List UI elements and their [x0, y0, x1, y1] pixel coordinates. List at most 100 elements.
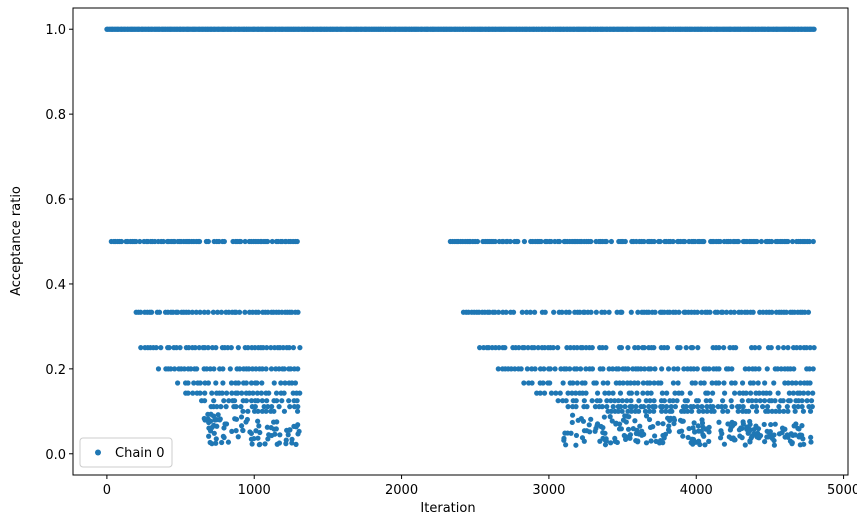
data-point: [588, 416, 594, 422]
data-point: [153, 345, 159, 351]
data-point: [574, 380, 580, 386]
data-point: [698, 428, 704, 434]
data-point: [714, 309, 721, 315]
data-point: [651, 345, 657, 351]
data-point: [264, 238, 271, 245]
data-point: [221, 238, 227, 245]
data-point: [704, 404, 710, 410]
legend-box: [79, 437, 173, 468]
data-point: [615, 408, 621, 414]
data-point: [278, 380, 284, 386]
data-point: [256, 423, 262, 429]
data-point: [477, 345, 483, 351]
data-point: [214, 423, 220, 429]
data-point: [769, 408, 775, 414]
data-point: [735, 238, 742, 245]
data-point: [252, 404, 258, 410]
data-point: [720, 309, 726, 315]
data-point: [542, 309, 548, 315]
data-point: [622, 404, 628, 410]
data-point: [699, 420, 706, 426]
data-point: [276, 440, 283, 446]
data-point: [573, 398, 579, 404]
data-point: [801, 390, 807, 396]
data-point: [273, 390, 280, 396]
data-point: [764, 404, 771, 410]
data-point: [553, 390, 559, 396]
data-point: [597, 438, 603, 444]
data-point: [608, 408, 614, 414]
data-point: [551, 309, 557, 315]
data-point: [612, 398, 618, 404]
data-point: [664, 345, 671, 351]
data-point: [206, 433, 212, 439]
data-point: [222, 421, 228, 427]
data-point: [239, 390, 245, 396]
data-point: [274, 398, 280, 404]
data-point: [729, 404, 735, 410]
data-point: [593, 309, 599, 315]
data-point: [675, 380, 681, 386]
data-point: [665, 415, 671, 421]
data-point: [766, 430, 772, 436]
data-point: [295, 404, 301, 410]
data-point: [569, 412, 576, 418]
data-point: [701, 433, 707, 439]
data-point: [255, 309, 261, 315]
data-point: [660, 421, 666, 427]
data-point: [618, 345, 625, 351]
data-point: [638, 366, 644, 372]
data-point: [555, 345, 561, 351]
data-point: [259, 398, 265, 404]
data-point: [474, 238, 481, 245]
data-point: [785, 345, 791, 351]
x-tick-label: 4000: [680, 483, 713, 498]
data-point: [210, 309, 216, 315]
data-point: [609, 418, 615, 424]
data-point: [810, 238, 816, 245]
data-point: [756, 345, 762, 351]
data-point: [211, 430, 217, 436]
data-point: [594, 390, 601, 396]
data-point: [219, 390, 225, 396]
data-point: [806, 238, 813, 245]
data-point: [762, 380, 768, 386]
data-point: [586, 422, 592, 428]
data-point: [643, 413, 650, 419]
data-point: [502, 345, 508, 351]
data-point: [687, 390, 693, 396]
data-point: [257, 441, 263, 447]
data-point: [197, 380, 203, 386]
y-tick-label: 0.4: [45, 278, 66, 293]
data-point: [809, 404, 815, 410]
data-point: [173, 345, 180, 351]
data-point: [617, 404, 624, 410]
data-point: [589, 345, 595, 351]
data-point: [776, 408, 783, 414]
data-point: [624, 398, 630, 404]
data-point: [696, 438, 702, 444]
data-point: [729, 366, 735, 372]
data-point: [707, 309, 713, 315]
data-point: [246, 366, 252, 372]
data-point: [223, 404, 229, 410]
data-point: [676, 429, 682, 435]
data-point: [133, 238, 139, 245]
data-point: [233, 428, 239, 434]
data-point: [695, 423, 701, 429]
data-point: [748, 390, 754, 396]
data-point: [594, 422, 600, 429]
data-point: [264, 345, 270, 351]
data-point: [704, 408, 710, 414]
data-point: [689, 408, 695, 414]
data-point: [667, 309, 673, 315]
data-point: [521, 238, 528, 245]
data-point: [218, 404, 224, 410]
data-point: [740, 419, 746, 425]
data-point: [255, 398, 261, 404]
data-point: [732, 380, 738, 386]
data-point: [194, 366, 200, 372]
data-point: [749, 404, 755, 410]
data-point: [201, 415, 207, 422]
data-point: [706, 424, 712, 430]
